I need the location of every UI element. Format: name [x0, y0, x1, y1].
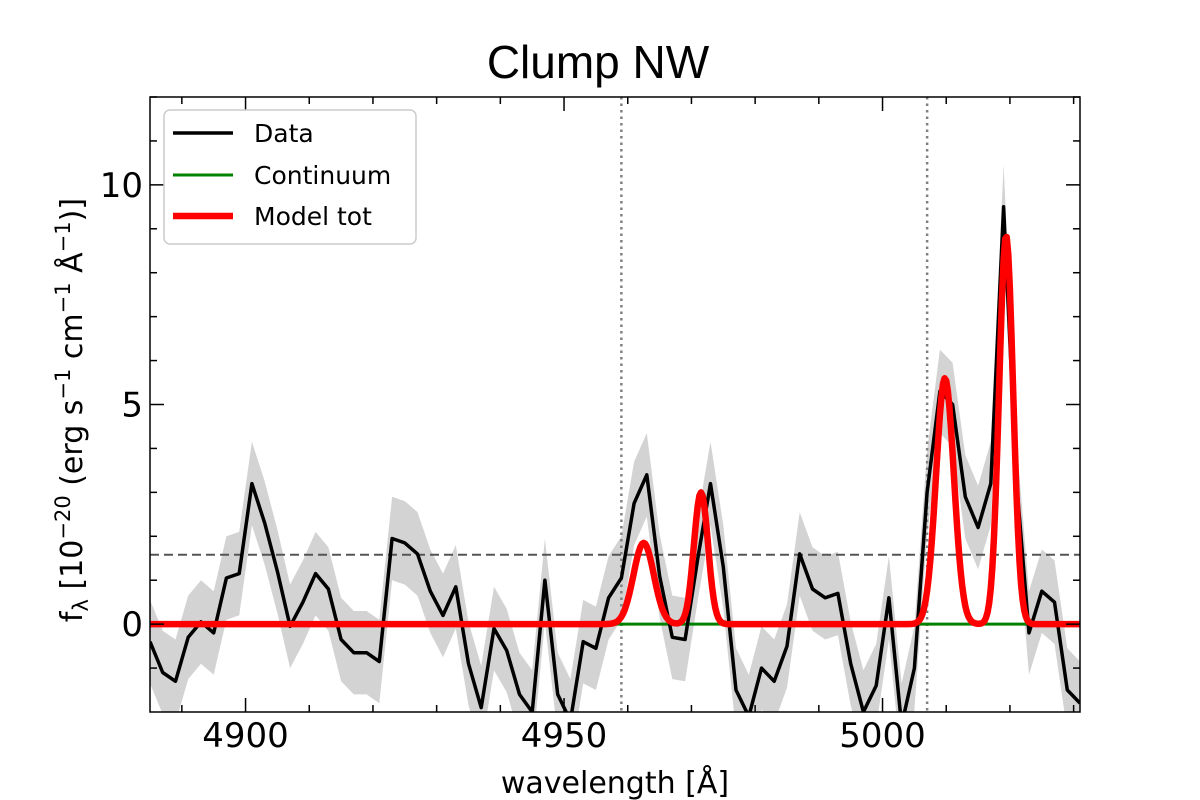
chart-title: Clump NW: [487, 36, 710, 88]
legend: Data Continuum Model tot: [163, 109, 417, 245]
y-tick-label-10: 10: [100, 166, 143, 206]
x-tick-label-5000: 5000: [839, 716, 926, 756]
legend-label-data: Data: [254, 119, 314, 148]
data-uncertainty-band: [150, 165, 1080, 712]
plot-area: [150, 97, 1080, 712]
model-tot-series-line: [150, 233, 1080, 628]
x-axis-label: wavelength [Å]: [501, 765, 729, 800]
y-axis-label: fλ [10−20 (erg s−1 cm−1 Å−1)]: [51, 198, 93, 622]
legend-label-continuum: Continuum: [254, 161, 391, 190]
plot-frame: [149, 96, 1081, 713]
y-tick-label-5: 5: [121, 386, 143, 426]
legend-label-model-tot: Model tot: [254, 202, 372, 231]
axis-ticks: [150, 96, 1080, 712]
x-tick-label-4900: 4900: [202, 716, 289, 756]
legend-box: [163, 109, 417, 245]
data-series-line: [150, 205, 1080, 712]
y-tick-label-0: 0: [121, 605, 143, 645]
x-tick-label-4950: 4950: [521, 716, 608, 756]
